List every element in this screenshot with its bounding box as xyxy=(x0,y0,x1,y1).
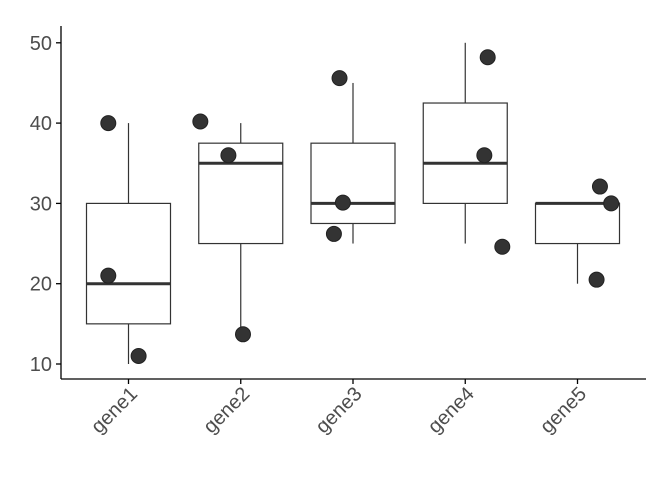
box-gene5 xyxy=(534,201,621,284)
data-point-gene1 xyxy=(100,267,117,284)
box-iqr xyxy=(310,142,396,225)
data-point-gene2 xyxy=(234,326,251,343)
data-point-gene4 xyxy=(479,49,496,66)
y-tick-label: 30 xyxy=(30,193,52,215)
box-gene4 xyxy=(422,42,508,244)
data-point-gene4 xyxy=(476,147,493,164)
y-tick-label: 50 xyxy=(30,33,52,55)
x-tick-label-gene2: gene2 xyxy=(199,383,254,438)
data-point-gene4 xyxy=(494,238,511,255)
data-point-gene2 xyxy=(192,113,209,130)
box-gene1 xyxy=(85,123,172,364)
data-point-gene5 xyxy=(588,271,605,288)
data-point-gene1 xyxy=(100,115,117,132)
x-tick-label-gene5: gene5 xyxy=(536,383,591,438)
x-axis: gene1 gene2 gene3 gene4 gene5 xyxy=(61,378,646,438)
box-gene2 xyxy=(198,123,284,332)
box-iqr xyxy=(534,202,621,245)
y-tick-label: 10 xyxy=(30,354,52,376)
box-iqr xyxy=(85,202,172,325)
data-point-gene5 xyxy=(603,195,620,212)
x-tick-label-gene1: gene1 xyxy=(87,383,142,438)
y-tick-label: 20 xyxy=(30,274,52,296)
data-point-gene5 xyxy=(591,178,608,195)
box-iqr xyxy=(198,142,284,245)
box-iqr xyxy=(422,102,508,205)
data-point-gene3 xyxy=(334,194,351,211)
data-point-gene3 xyxy=(331,70,348,87)
y-tick-label: 40 xyxy=(30,113,52,135)
y-axis: 10 20 30 40 50 xyxy=(30,26,62,379)
x-tick-label-gene4: gene4 xyxy=(424,383,479,438)
data-point-gene1 xyxy=(130,347,147,364)
x-tick-label-gene3: gene3 xyxy=(312,383,367,438)
data-point-gene2 xyxy=(220,147,237,164)
plot-area xyxy=(85,42,621,364)
data-point-gene3 xyxy=(325,225,342,242)
box-gene3 xyxy=(310,82,396,244)
